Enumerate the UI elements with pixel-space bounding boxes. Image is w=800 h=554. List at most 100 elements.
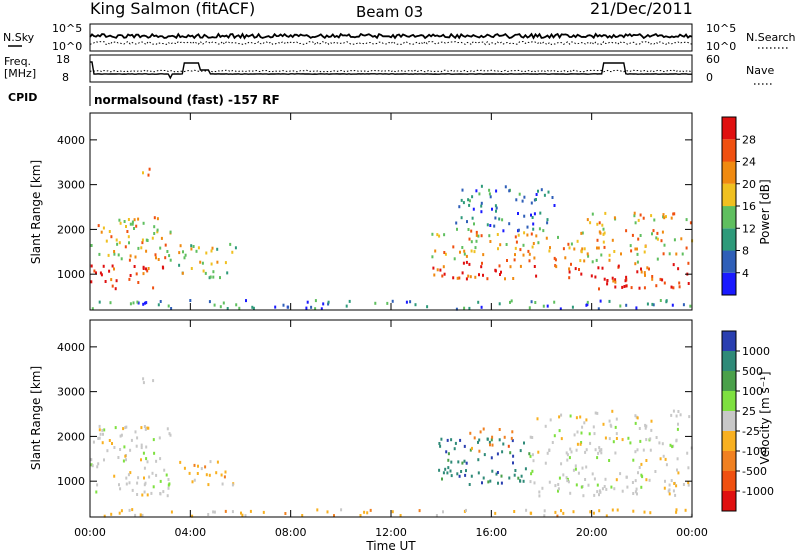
scatter-cell <box>530 472 533 476</box>
scatter-cell <box>220 473 223 477</box>
scatter-cell <box>629 441 632 445</box>
scatter-cell <box>224 509 227 513</box>
scatter-cell <box>517 233 520 237</box>
scatter-cell <box>687 282 690 285</box>
scatter-cell <box>533 265 536 268</box>
scatter-cell <box>391 299 394 303</box>
velocity-y-axis: 1000 2000 3000 4000 <box>57 341 692 488</box>
scatter-cell <box>119 448 122 451</box>
scatter-cell <box>496 233 499 236</box>
colorbar-tick-label: 8 <box>742 245 749 258</box>
scatter-cell <box>486 277 489 281</box>
scatter-cell <box>591 212 594 216</box>
scatter-cell <box>129 274 132 277</box>
scatter-cell <box>672 409 675 413</box>
scatter-cell <box>208 300 211 304</box>
scatter-cell <box>207 513 210 516</box>
scatter-cell <box>480 265 483 269</box>
scatter-cell <box>611 508 614 512</box>
scatter-cell <box>523 214 526 218</box>
scatter-cell <box>434 249 437 253</box>
scatter-cell <box>612 279 615 283</box>
scatter-cell <box>438 468 441 472</box>
scatter-cell <box>556 514 559 518</box>
scatter-cell <box>581 247 584 251</box>
scatter-cell <box>653 218 656 222</box>
scatter-cell <box>106 449 109 453</box>
scatter-cell <box>135 444 138 448</box>
colorbar-tick-label: 1000 <box>742 345 770 358</box>
scatter-cell <box>613 216 616 220</box>
scatter-cell <box>569 491 572 495</box>
scatter-cell <box>193 463 196 467</box>
scatter-cell <box>599 490 602 494</box>
scatter-cell <box>582 494 585 498</box>
scatter-cell <box>662 215 665 219</box>
scatter-cell <box>131 508 134 512</box>
colorbar-band <box>722 351 736 371</box>
scatter-cell <box>665 215 667 219</box>
scatter-cell <box>517 476 520 480</box>
scatter-cell <box>210 249 213 253</box>
scatter-cell <box>146 239 149 242</box>
scatter-cell <box>481 261 483 265</box>
scatter-cell <box>179 460 182 464</box>
scatter-cell <box>111 264 114 268</box>
scatter-cell <box>210 262 213 266</box>
scatter-cell <box>600 451 603 455</box>
scatter-cell <box>675 508 678 512</box>
scatter-cell <box>580 272 583 276</box>
scatter-cell <box>110 278 113 282</box>
scatter-cell <box>497 247 499 251</box>
scatter-cell <box>651 232 653 236</box>
scatter-cell <box>124 426 127 430</box>
scatter-cell <box>553 434 556 438</box>
scatter-cell <box>664 457 667 461</box>
scatter-cell <box>679 413 682 417</box>
scatter-cell <box>665 463 668 467</box>
scatter-cell <box>162 490 165 494</box>
scatter-cell <box>532 222 535 226</box>
nave-tick-low: 0 <box>706 71 713 84</box>
scatter-cell <box>140 426 143 430</box>
scatter-cell <box>611 409 614 413</box>
scatter-cell <box>576 239 579 243</box>
scatter-cell <box>533 198 536 202</box>
scatter-cell <box>462 261 465 265</box>
scatter-cell <box>97 436 100 440</box>
scatter-cell <box>671 303 674 307</box>
scatter-cell <box>634 221 637 225</box>
scatter-cell <box>535 274 538 278</box>
colorbar-tick-label: 12 <box>742 222 756 235</box>
scatter-cell <box>468 483 471 486</box>
scatter-cell <box>608 459 611 462</box>
scatter-cell <box>585 418 588 422</box>
scatter-cell <box>689 221 692 225</box>
scatter-cell <box>615 478 618 482</box>
scatter-cell <box>458 205 461 209</box>
scatter-cell <box>512 454 515 458</box>
scatter-cell <box>593 477 596 481</box>
scatter-cell <box>463 459 466 463</box>
scatter-cell <box>638 286 641 290</box>
scatter-cell <box>595 258 598 262</box>
scatter-cell <box>191 514 194 518</box>
scatter-cell <box>190 244 193 248</box>
scatter-cell <box>130 438 133 442</box>
scatter-cell <box>677 410 680 413</box>
scatter-cell <box>120 433 123 437</box>
scatter-cell <box>157 258 160 261</box>
scatter-cell <box>682 303 685 307</box>
cpid-text: normalsound (fast) -157 RF <box>94 93 280 107</box>
scatter-cell <box>500 481 503 485</box>
scatter-cell <box>374 301 377 305</box>
scatter-cell <box>100 230 103 234</box>
scatter-cell <box>584 450 587 454</box>
scatter-cell <box>460 470 463 473</box>
scatter-cell <box>125 458 127 462</box>
scatter-cell <box>114 426 117 430</box>
scatter-cell <box>646 302 649 306</box>
scatter-cell <box>431 255 434 259</box>
scatter-cell <box>133 218 136 222</box>
scatter-cell <box>650 428 653 432</box>
